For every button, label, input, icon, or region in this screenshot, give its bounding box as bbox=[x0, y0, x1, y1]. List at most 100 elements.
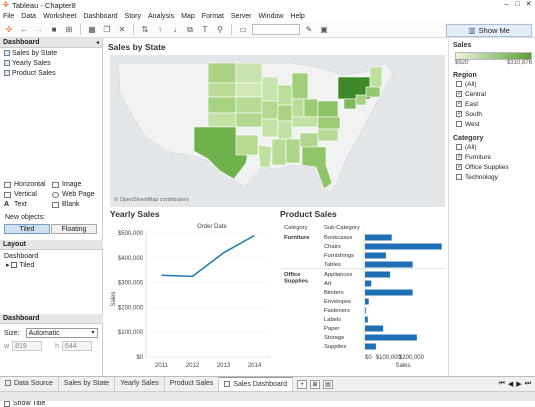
bar-tables[interactable] bbox=[365, 261, 413, 268]
maximize-icon[interactable]: □ bbox=[515, 1, 520, 8]
close-icon[interactable]: ✕ bbox=[525, 1, 532, 8]
filter-item-office-supplies[interactable]: ✓ Office Supplies bbox=[449, 162, 535, 172]
bar-envelopes[interactable] bbox=[365, 298, 369, 305]
layout-root[interactable]: Dashboard bbox=[4, 253, 39, 260]
fit-dropdown[interactable] bbox=[252, 24, 300, 35]
width-field[interactable]: 819 bbox=[12, 341, 43, 351]
filter-checkbox[interactable] bbox=[456, 81, 462, 87]
floating-button[interactable]: Floating bbox=[51, 224, 97, 234]
filter-checkbox[interactable] bbox=[456, 174, 462, 180]
menu-help[interactable]: Help bbox=[290, 13, 305, 20]
duplicate-icon[interactable]: ❐ bbox=[103, 25, 111, 34]
menu-dashboard[interactable]: Dashboard bbox=[83, 13, 118, 20]
bar-binders[interactable] bbox=[365, 289, 413, 296]
sort-descending-icon[interactable]: ↓ bbox=[173, 25, 177, 34]
bar-supplies[interactable] bbox=[365, 343, 376, 350]
filter-checkbox[interactable]: ✓ bbox=[456, 154, 463, 160]
menu-map[interactable]: Map bbox=[181, 13, 195, 20]
bar-appliances[interactable] bbox=[365, 271, 391, 278]
menu-story[interactable]: Story bbox=[124, 13, 142, 20]
tiled-button[interactable]: Tiled bbox=[4, 224, 50, 234]
product-sales-chart[interactable]: Category Sub-Category Furniture Bookcases… bbox=[280, 221, 447, 373]
clear-icon[interactable]: ✕ bbox=[118, 25, 126, 34]
sort-ascending-icon[interactable]: ↑ bbox=[158, 25, 162, 34]
layout-child-tiled[interactable]: ▸ Tiled bbox=[6, 262, 35, 269]
filter-item-east[interactable]: ✓ East bbox=[449, 99, 535, 109]
bar-labels[interactable] bbox=[365, 316, 368, 323]
yearly-sales-chart[interactable]: Order Date Sales $0 $100,000 $200,000 $300,… bbox=[104, 221, 272, 371]
horizontal-icon bbox=[4, 181, 11, 188]
new-worksheet-tab-icon[interactable]: + bbox=[297, 379, 308, 389]
menu-analysis[interactable]: Analysis bbox=[148, 13, 175, 20]
pen-icon[interactable]: ✎ bbox=[305, 25, 313, 34]
label-icon[interactable]: T bbox=[202, 25, 208, 34]
show-me-button[interactable]: ▥ Show Me bbox=[446, 24, 532, 37]
new-data-source-icon[interactable]: ⊞ bbox=[65, 25, 73, 34]
back-icon[interactable]: ← bbox=[20, 25, 28, 34]
menu-worksheet[interactable]: Worksheet bbox=[43, 13, 77, 20]
filter-checkbox[interactable] bbox=[456, 121, 462, 127]
bar-furnishings[interactable] bbox=[365, 252, 386, 259]
filter-checkbox[interactable] bbox=[456, 144, 462, 150]
object-web-page[interactable]: Web Page bbox=[52, 190, 100, 199]
sheet-item-sales-by-state[interactable]: Sales by State bbox=[0, 48, 102, 58]
new-story-tab-icon[interactable]: ▤ bbox=[323, 379, 334, 389]
new-worksheet-icon[interactable]: ▦ bbox=[88, 25, 96, 34]
bar-fasteners[interactable] bbox=[365, 307, 366, 314]
filter-item-west[interactable]: West bbox=[449, 119, 535, 129]
bar-art[interactable] bbox=[365, 280, 372, 287]
sheet-item-yearly-sales[interactable]: Yearly Sales bbox=[0, 58, 102, 68]
group-icon[interactable]: ⧉ bbox=[187, 24, 193, 34]
prev-tab-icon[interactable]: ◀ bbox=[507, 381, 514, 388]
menu-window[interactable]: Window bbox=[258, 13, 284, 20]
tab-sales-dashboard[interactable]: Sales Dashboard bbox=[219, 377, 294, 391]
height-field[interactable]: 644 bbox=[61, 341, 92, 351]
forward-icon[interactable]: → bbox=[35, 25, 43, 34]
filter-item--all-[interactable]: (All) bbox=[449, 142, 535, 152]
size-row: Size: Automatic bbox=[4, 328, 98, 338]
tab-yearly-sales[interactable]: Yearly Sales bbox=[115, 377, 165, 391]
minimize-icon[interactable]: – bbox=[504, 1, 509, 8]
filter-item-central[interactable]: ✓ Central bbox=[449, 89, 535, 99]
filter-item-south[interactable]: ✓ South bbox=[449, 109, 535, 119]
filter-checkbox[interactable]: ✓ bbox=[456, 164, 463, 170]
next-tab-icon[interactable]: ▶ bbox=[516, 381, 522, 388]
object-blank[interactable]: Blank bbox=[52, 200, 100, 209]
first-tab-icon[interactable]: ⏮ bbox=[498, 380, 505, 387]
bar-storage[interactable] bbox=[365, 334, 417, 341]
filter-item-furniture[interactable]: ✓ Furniture bbox=[449, 152, 535, 162]
object-image[interactable]: Image bbox=[52, 180, 100, 189]
show-title-checkbox[interactable] bbox=[4, 400, 10, 407]
save-icon[interactable]: ■ bbox=[51, 25, 57, 34]
bar-bookcases[interactable] bbox=[365, 234, 392, 241]
bar-paper[interactable] bbox=[365, 325, 384, 332]
pin-icon[interactable]: ⚲ bbox=[217, 25, 223, 34]
filter-checkbox[interactable]: ✓ bbox=[456, 101, 463, 107]
filter-checkbox[interactable]: ✓ bbox=[456, 111, 463, 117]
filter-item-technology[interactable]: Technology bbox=[449, 172, 535, 182]
menu-format[interactable]: Format bbox=[201, 13, 224, 20]
menu-data[interactable]: Data bbox=[21, 13, 37, 20]
filter-item--all-[interactable]: (All) bbox=[449, 79, 535, 89]
fit-icon[interactable]: ▭ bbox=[239, 25, 247, 34]
sheet-item-product-sales[interactable]: Product Sales bbox=[0, 68, 102, 78]
filter-checkbox[interactable]: ✓ bbox=[456, 91, 463, 97]
us-map[interactable]: © OpenStreetMap contributors bbox=[110, 55, 445, 207]
swap-icon[interactable]: ⇅ bbox=[141, 25, 149, 34]
object-horizontal[interactable]: Horizontal bbox=[4, 180, 52, 189]
menu-server[interactable]: Server bbox=[230, 13, 252, 20]
last-tab-icon[interactable]: ⏭ bbox=[524, 380, 531, 387]
new-dashboard-tab-icon[interactable]: ⊞ bbox=[310, 379, 321, 389]
object-text[interactable]: A Text bbox=[4, 200, 52, 209]
object-vertical[interactable]: Vertical bbox=[4, 190, 52, 199]
tab-product-sales[interactable]: Product Sales bbox=[165, 377, 220, 391]
presentation-icon[interactable]: ▣ bbox=[320, 25, 328, 34]
size-dropdown[interactable]: Automatic bbox=[25, 328, 98, 338]
bar-chairs[interactable] bbox=[365, 243, 442, 250]
show-title-option[interactable]: Show Title bbox=[4, 400, 45, 407]
tab-data-source[interactable]: Data Source bbox=[0, 377, 59, 391]
tab-sales-by-state[interactable]: Sales by State bbox=[59, 377, 116, 391]
menu-file[interactable]: File bbox=[3, 13, 15, 20]
panel-menu-icon[interactable]: ◂ bbox=[95, 40, 99, 46]
tableau-home-icon[interactable]: ✣ bbox=[5, 25, 13, 34]
